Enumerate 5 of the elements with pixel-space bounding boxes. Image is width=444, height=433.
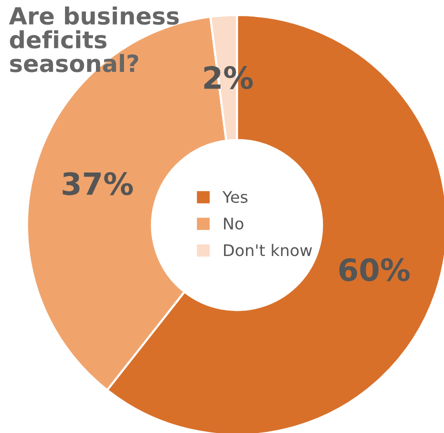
data-label: 37% — [62, 172, 133, 196]
legend-label: No — [224, 218, 244, 230]
legend-label: Don't know — [224, 244, 312, 256]
legend-label: Yes — [222, 191, 248, 203]
data-label: 60% — [339, 258, 410, 282]
